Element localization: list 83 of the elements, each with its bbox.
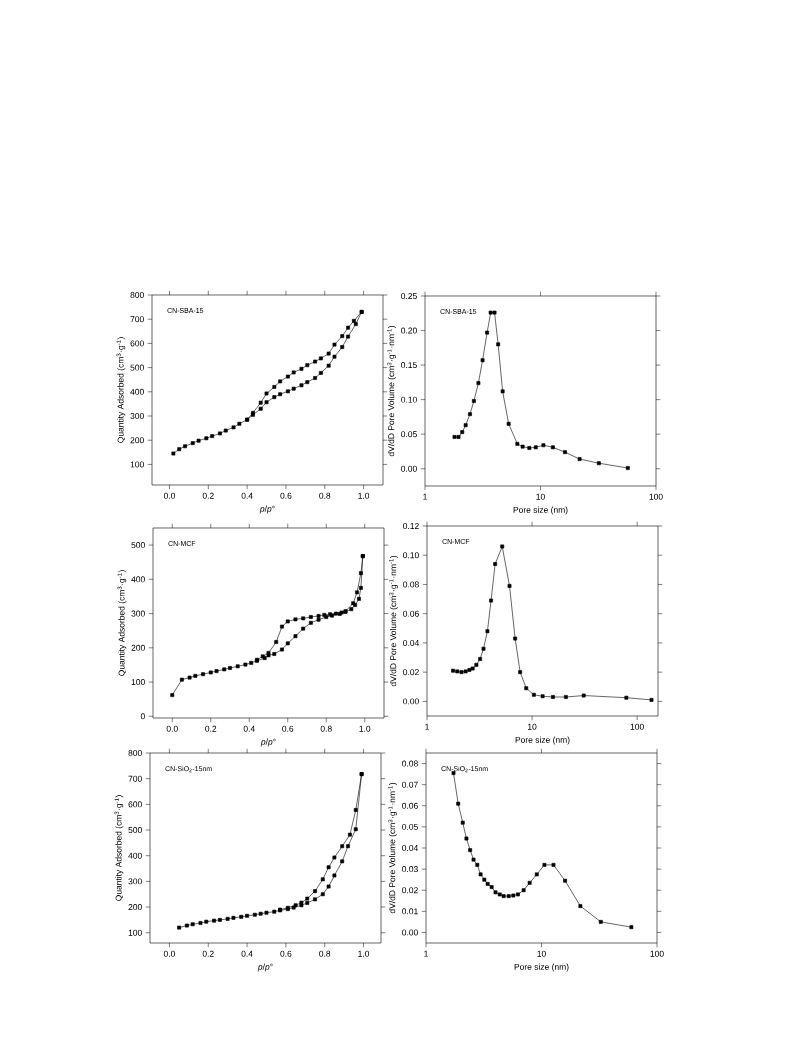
x-tick-label: 10: [536, 493, 545, 500]
x-tick-label: 0.0: [166, 725, 178, 732]
x-tick-label: 0.2: [202, 950, 214, 957]
y-axis-title: dV/dD Pore Volume (cm$^{3}$·g$^{-1}$·nm$^{-1}$): [389, 555, 398, 687]
x-tick-label: 1.0: [358, 492, 370, 499]
y-tick-label: 0.05: [401, 431, 417, 438]
y-tick-label: 0.03: [402, 866, 418, 873]
y-tick-label: 0.01: [402, 908, 418, 915]
y-tick-label: 200: [131, 644, 145, 651]
y-tick-label: 0.06: [403, 610, 419, 617]
y-tick-label: 500: [131, 542, 145, 549]
y-tick-label: 400: [131, 576, 145, 583]
x-tick-label: 0.6: [282, 725, 294, 732]
y-tick-label: 600: [130, 340, 144, 347]
y-tick-label: 100: [128, 929, 142, 936]
x-tick-label: 0.6: [280, 950, 292, 957]
x-tick-label: 1: [423, 493, 427, 500]
y-tick-label: 0.02: [403, 669, 419, 676]
y-tick-label: 0.00: [402, 929, 418, 936]
y-tick-label: 0.04: [402, 845, 418, 851]
y-tick-label: 0.12: [403, 523, 419, 529]
y-tick-label: 500: [130, 364, 144, 371]
y-axis-title: dV/dD Pore Volume (cm$^{3}$·g$^{-1}$·nm$^{-1}$): [388, 782, 397, 914]
y-tick-label: 0.04: [403, 639, 419, 646]
x-tick-label: 0.4: [241, 950, 253, 957]
x-axis-title: Pore size (nm): [513, 506, 568, 515]
y-tick-label: 0.20: [401, 327, 417, 334]
x-tick-label: 100: [630, 723, 644, 730]
x-tick-label: 0.8: [320, 725, 332, 732]
x-tick-label: 1: [424, 950, 428, 957]
y-axis-title: Quantity Adsorbed (cm$^{3}$·g$^{-1}$): [117, 570, 127, 676]
x-axis-title: p/p°: [257, 963, 273, 972]
y-axis-title: dV/dD Pore Volume (cm$^{3}$·g$^{-1}$·nm$^{-1}$): [387, 325, 396, 457]
y-tick-label: 0.08: [403, 581, 419, 588]
y-tick-label: 700: [128, 775, 142, 782]
y-axis-title: Quantity Adsorbed (cm$^{3}$·g$^{-1}$): [114, 795, 124, 901]
x-axis-title: Pore size (nm): [514, 963, 569, 972]
y-tick-label: 400: [130, 388, 144, 395]
x-axis-title: Pore size (nm): [515, 736, 570, 745]
x-tick-label: 10: [528, 723, 537, 730]
y-tick-label: 200: [130, 437, 144, 444]
y-tick-label: 400: [128, 852, 142, 859]
x-tick-label: 0.8: [319, 950, 331, 957]
y-tick-label: 300: [130, 413, 144, 419]
y-tick-label: 600: [128, 801, 142, 808]
y-tick-label: 0.00: [401, 465, 417, 472]
y-tick-label: 0.07: [402, 781, 418, 788]
y-tick-label: 800: [128, 750, 142, 756]
y-tick-label: 0.10: [401, 396, 417, 403]
y-tick-label: 300: [128, 878, 142, 885]
y-tick-label: 0.15: [401, 362, 417, 369]
y-tick-label: 700: [130, 316, 144, 323]
x-axis-title: p/p°: [260, 738, 276, 747]
x-tick-label: 0.4: [241, 492, 253, 499]
y-tick-label: 0.05: [402, 823, 418, 830]
y-tick-label: 0: [140, 713, 145, 720]
y-tick-label: 500: [128, 827, 142, 834]
x-tick-label: 0.8: [319, 492, 331, 499]
y-tick-label: 0.00: [403, 698, 419, 705]
y-tick-label: 0.10: [403, 552, 419, 559]
x-axis-title: p/p°: [259, 505, 275, 514]
x-tick-label: 0.4: [243, 725, 255, 732]
y-tick-label: 0.08: [402, 760, 418, 767]
x-tick-label: 0.0: [163, 950, 175, 957]
x-tick-label: 10: [537, 950, 546, 957]
x-tick-label: 1.0: [358, 950, 370, 957]
y-tick-label: 0.06: [402, 802, 418, 809]
x-tick-label: 100: [650, 950, 664, 957]
y-tick-label: 100: [130, 461, 144, 468]
x-tick-label: 0.2: [205, 725, 217, 732]
x-tick-label: 100: [649, 493, 663, 500]
x-tick-label: 0.2: [202, 492, 214, 499]
y-tick-label: 300: [131, 610, 145, 617]
x-tick-label: 1.0: [359, 725, 371, 732]
y-tick-label: 0.02: [402, 887, 418, 894]
y-tick-label: 200: [128, 904, 142, 911]
y-tick-label: 0.25: [401, 293, 417, 299]
x-tick-label: 1: [425, 723, 429, 730]
x-tick-label: 0.6: [280, 492, 292, 499]
y-tick-label: 100: [131, 679, 145, 686]
y-axis-title: Quantity Adsorbed (cm$^{3}$·g$^{-1}$): [116, 337, 126, 443]
y-tick-label: 800: [130, 292, 144, 298]
x-tick-label: 0.0: [163, 492, 176, 499]
